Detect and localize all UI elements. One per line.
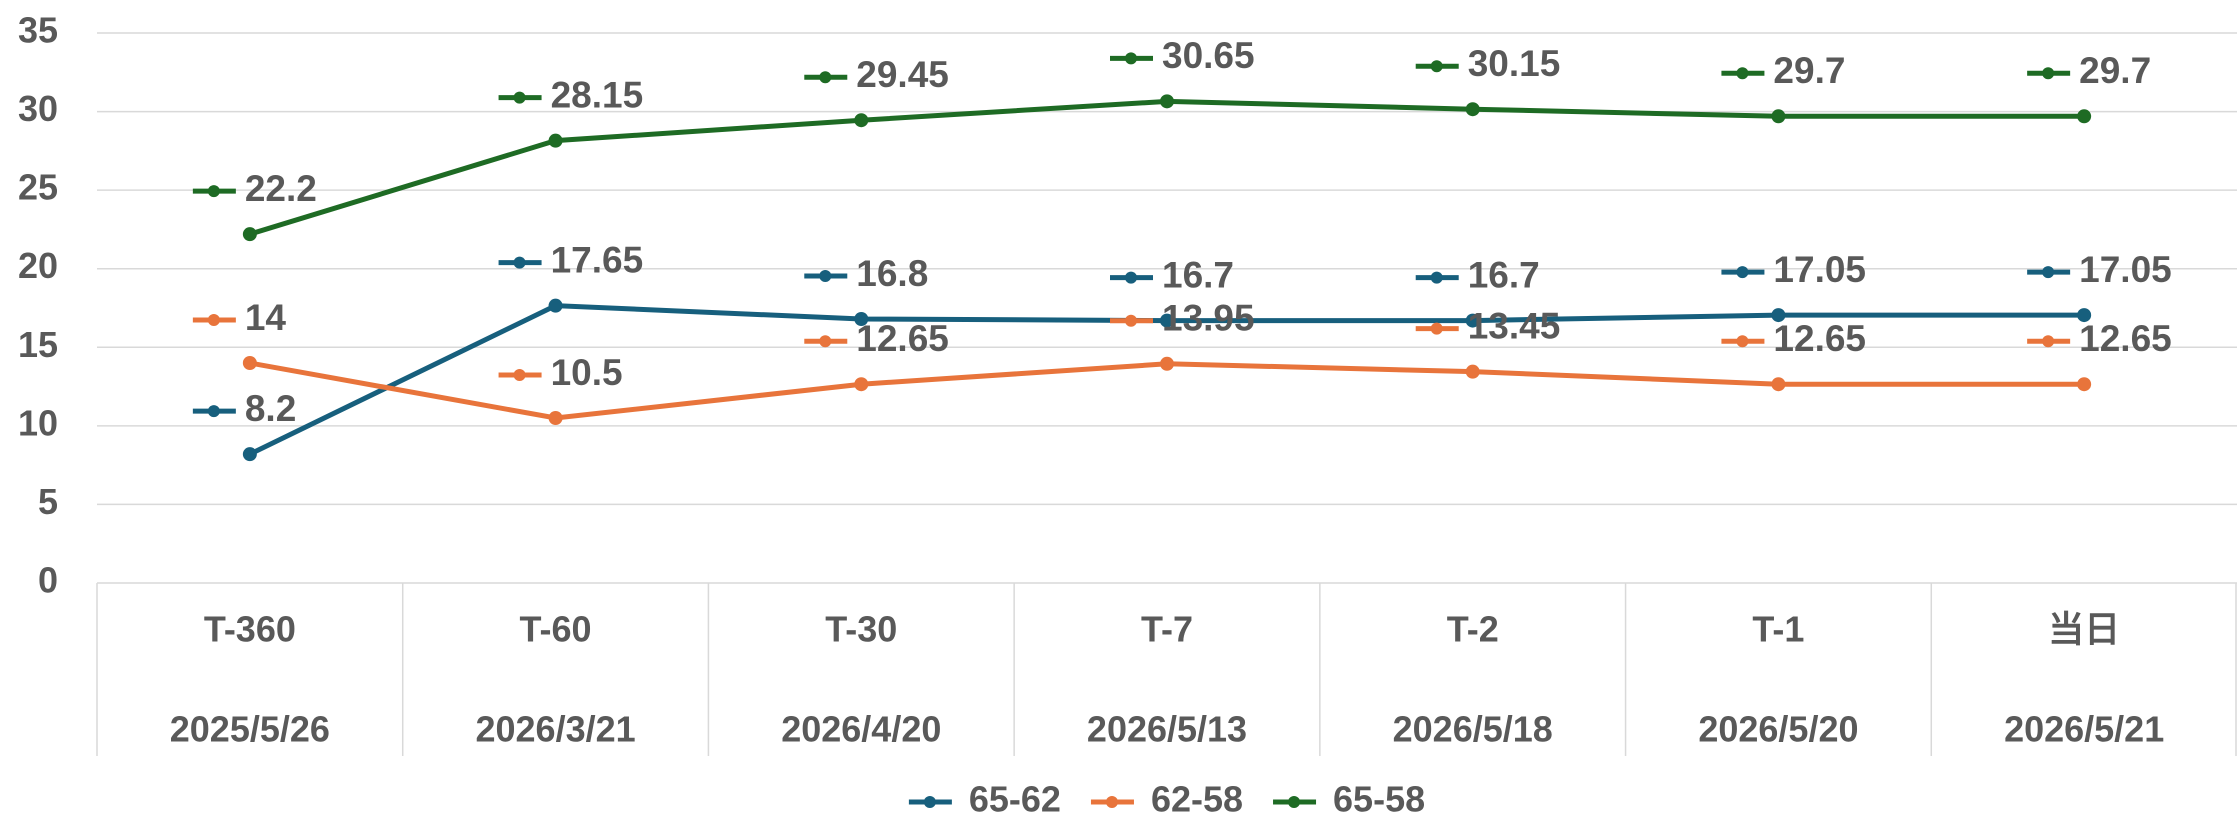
point xyxy=(854,312,869,326)
point xyxy=(242,356,257,370)
data-label: 12.65 xyxy=(2079,318,2172,359)
data-label: 29.45 xyxy=(856,54,949,95)
x-tick-label: T-2 xyxy=(1447,609,1499,650)
label-key-dot xyxy=(513,369,526,381)
data-label: 16.8 xyxy=(856,253,928,294)
point xyxy=(1771,109,1786,124)
data-label: 8.2 xyxy=(245,388,296,429)
point xyxy=(1160,94,1174,109)
label-key-dot xyxy=(1125,52,1137,65)
x-tick-date: 2026/5/21 xyxy=(2004,709,2164,750)
x-tick-date: 2026/5/20 xyxy=(1698,709,1858,750)
legend-label: 62-58 xyxy=(1151,779,1243,820)
point xyxy=(548,298,563,313)
label-key-dot xyxy=(513,91,526,104)
x-tick-date: 2026/5/13 xyxy=(1087,709,1247,750)
label-key-dot xyxy=(819,335,832,348)
label-key-dot xyxy=(1430,60,1443,73)
x-tick-date: 2025/5/26 xyxy=(170,709,330,750)
legend-label: 65-62 xyxy=(969,779,1061,820)
x-tick-label: T-7 xyxy=(1141,609,1193,650)
point xyxy=(2077,109,2092,124)
point xyxy=(548,133,563,148)
label-key-dot xyxy=(819,270,832,282)
y-tick-label: 5 xyxy=(38,481,58,522)
point xyxy=(242,227,257,242)
x-tick-label: 当日 xyxy=(2048,609,2120,650)
data-label: 16.7 xyxy=(1162,254,1234,295)
point xyxy=(242,447,257,462)
data-label: 13.95 xyxy=(1162,298,1255,339)
legend-key-dot xyxy=(1288,796,1301,808)
label-key-dot xyxy=(1736,335,1749,348)
y-tick-label: 15 xyxy=(18,324,58,365)
label-key-dot xyxy=(207,314,220,326)
data-label: 30.15 xyxy=(1468,43,1561,84)
data-label: 13.45 xyxy=(1468,305,1561,346)
data-label: 16.7 xyxy=(1468,254,1540,295)
y-tick-label: 25 xyxy=(18,167,58,208)
label-key-dot xyxy=(819,71,832,84)
label-key-dot xyxy=(1125,314,1137,327)
x-tick-date: 2026/3/21 xyxy=(475,709,635,750)
data-label: 22.2 xyxy=(245,168,317,209)
point xyxy=(2077,377,2092,392)
data-label: 17.05 xyxy=(1773,249,1866,290)
y-tick-label: 10 xyxy=(18,402,58,443)
legend-key-dot xyxy=(1105,796,1118,808)
label-key-dot xyxy=(207,405,220,418)
x-tick-date: 2026/4/20 xyxy=(781,709,941,750)
x-tick-label: T-1 xyxy=(1752,609,1804,650)
x-tick-date: 2026/5/18 xyxy=(1393,709,1553,750)
series-line xyxy=(249,360,2085,421)
label-key-dot xyxy=(1125,271,1137,284)
point xyxy=(1160,356,1174,371)
point xyxy=(548,411,563,425)
series-line xyxy=(249,98,2085,237)
label-key-dot xyxy=(207,185,220,198)
data-label: 28.15 xyxy=(551,74,644,115)
label-key-dot xyxy=(1430,271,1443,284)
data-label: 14 xyxy=(245,297,287,338)
label-key-dot xyxy=(1430,322,1443,335)
point xyxy=(1771,377,1786,392)
data-label: 29.7 xyxy=(2079,50,2151,91)
label-key-dot xyxy=(1736,266,1749,279)
point xyxy=(1160,313,1174,328)
label-key-dot xyxy=(1736,67,1749,80)
x-tick-label: T-360 xyxy=(204,609,296,650)
point xyxy=(1465,102,1480,117)
legend-key-dot xyxy=(923,796,936,808)
point xyxy=(854,377,869,392)
point xyxy=(1771,308,1786,323)
x-tick-label: T-60 xyxy=(520,609,592,650)
data-label: 30.65 xyxy=(1162,35,1255,76)
label-key-dot xyxy=(513,256,526,269)
data-label: 12.65 xyxy=(856,318,949,359)
label-key-dot xyxy=(2042,67,2055,80)
data-label: 12.65 xyxy=(1773,318,1866,359)
y-tick-label: 0 xyxy=(38,560,58,601)
label-key-dot xyxy=(2042,266,2055,279)
y-tick-label: 35 xyxy=(18,10,58,51)
data-label: 17.65 xyxy=(551,239,644,280)
data-label: 29.7 xyxy=(1773,50,1845,91)
point xyxy=(1465,313,1480,328)
y-tick-label: 30 xyxy=(18,88,58,129)
data-label: 10.5 xyxy=(551,352,623,393)
x-tick-label: T-30 xyxy=(825,609,897,650)
point xyxy=(854,113,869,128)
point xyxy=(1465,364,1480,379)
point xyxy=(2077,308,2092,323)
data-label: 17.05 xyxy=(2079,249,2172,290)
legend-label: 65-58 xyxy=(1333,779,1425,820)
label-key-dot xyxy=(2042,335,2055,348)
y-tick-label: 20 xyxy=(18,245,58,286)
